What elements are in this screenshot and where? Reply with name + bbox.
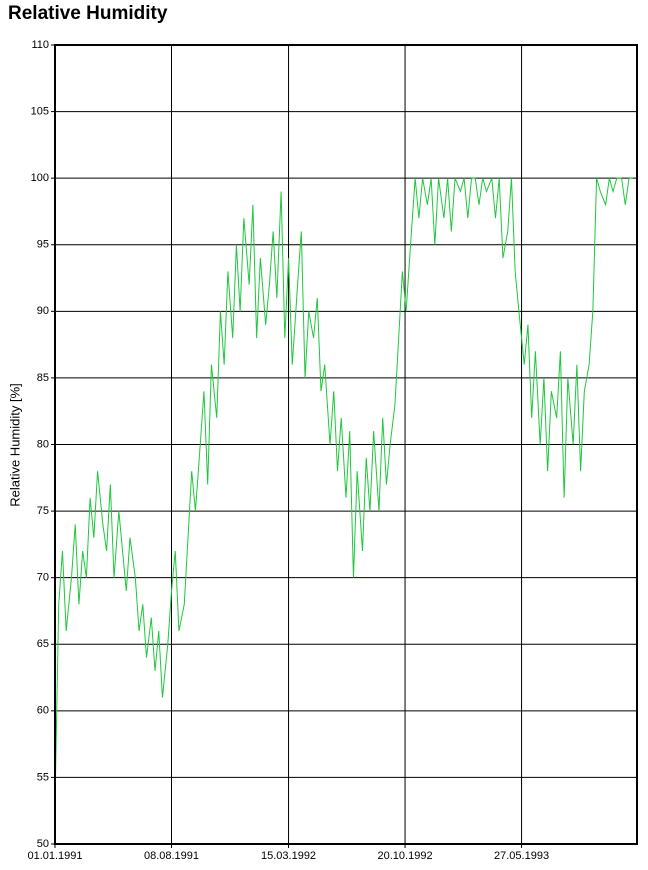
- y-tick-label: 70: [37, 572, 49, 584]
- y-tick-label: 90: [37, 305, 49, 317]
- y-tick-label: 65: [37, 638, 49, 650]
- y-tick-label: 110: [31, 39, 49, 51]
- data-line: [54, 177, 633, 805]
- y-tick-label: 55: [37, 771, 49, 783]
- y-tick-label: 105: [31, 105, 49, 117]
- y-tick-label: 95: [37, 239, 49, 251]
- x-tick-label: 08.08.1991: [144, 850, 199, 862]
- x-tick-label: 20.10.1992: [378, 850, 433, 862]
- chart-title: Relative Humidity: [8, 3, 168, 24]
- y-tick-label: 80: [37, 438, 49, 450]
- y-axis-label: Relative Humidity [%]: [7, 383, 22, 507]
- y-tick-label: 60: [37, 705, 49, 717]
- y-tick-label: 100: [31, 172, 49, 184]
- plot-border: [54, 44, 638, 845]
- y-tick-label: 85: [37, 372, 49, 384]
- x-tick-label: 15.03.1992: [261, 850, 316, 862]
- x-tick-label: 01.01.1991: [27, 850, 82, 862]
- y-tick-label: 50: [37, 838, 49, 850]
- x-tick-label: 27.05.1993: [494, 850, 549, 862]
- y-tick-label: 75: [37, 505, 49, 517]
